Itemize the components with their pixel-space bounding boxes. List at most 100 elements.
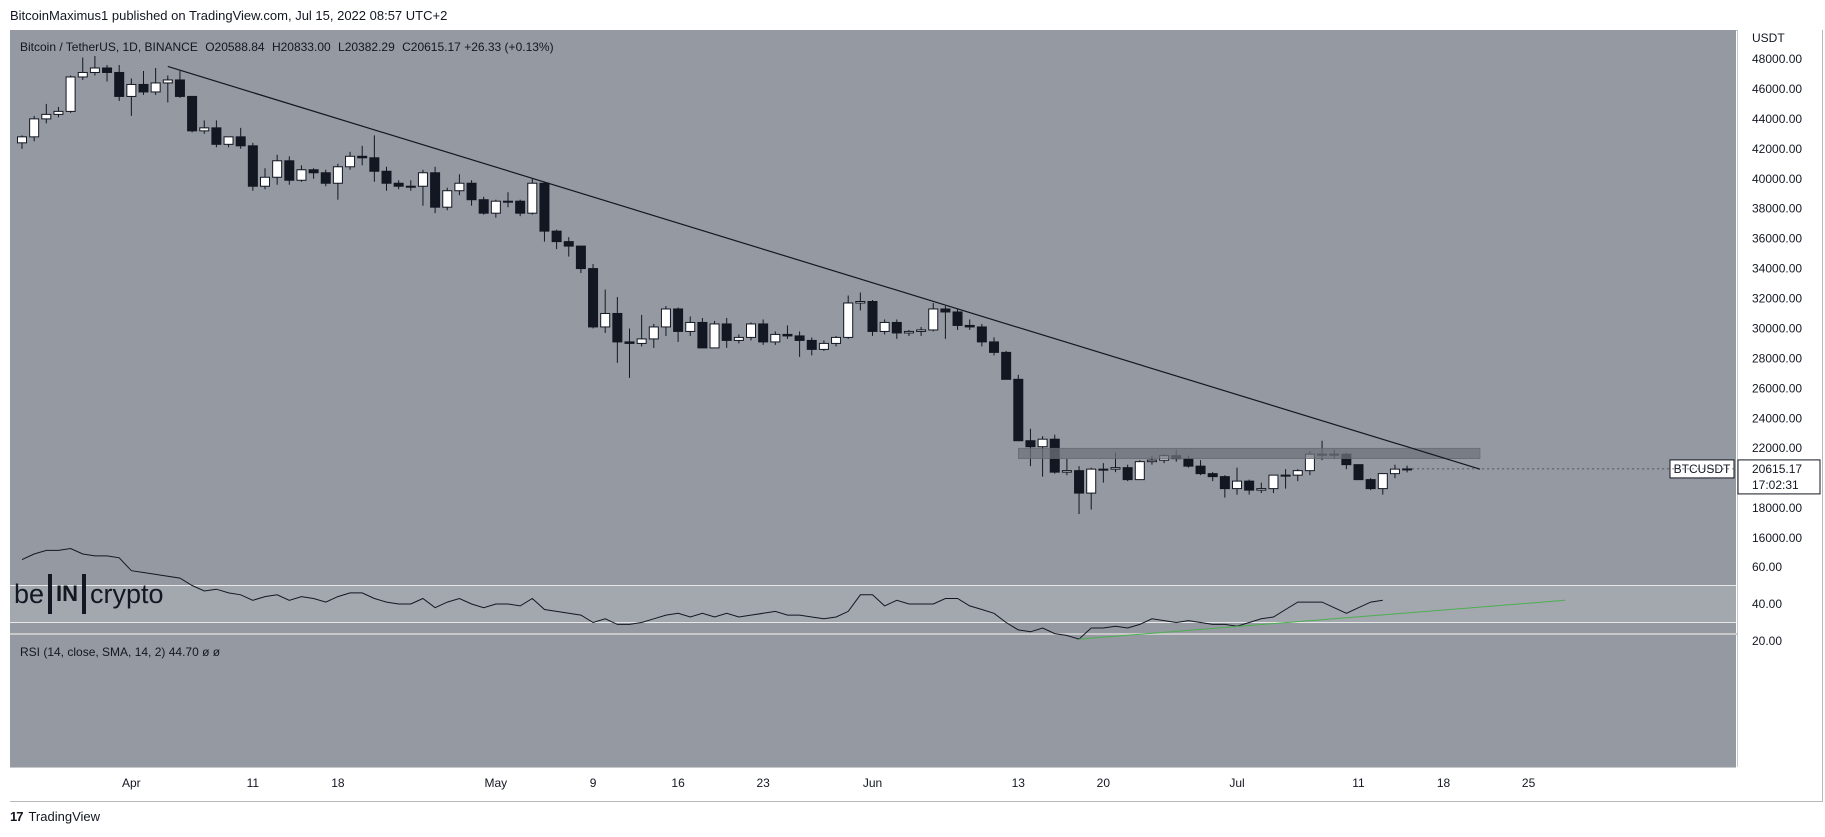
time-axis[interactable] — [10, 767, 1736, 801]
candle-body — [1110, 467, 1121, 470]
candle-body — [964, 324, 975, 328]
candle-body — [1013, 378, 1024, 442]
candle-body — [855, 300, 866, 304]
price-tick-label: 46000.00 — [1752, 82, 1802, 96]
open-label: O — [205, 40, 215, 54]
last-price-label: 20615.17 — [1752, 462, 1802, 476]
candle-body — [490, 200, 501, 214]
candle-body — [551, 230, 562, 243]
candle-body — [685, 321, 696, 332]
candle-body — [1195, 465, 1206, 475]
candle-body — [1207, 473, 1218, 478]
candle-body — [357, 155, 368, 159]
tradingview-brand: TradingView — [28, 809, 101, 824]
time-tick-label: 18 — [1437, 776, 1451, 790]
last-price-box — [1737, 459, 1821, 495]
candle-body — [867, 300, 878, 332]
candle-body — [940, 308, 951, 313]
price-tick-label: 16000.00 — [1752, 531, 1802, 545]
candle-body — [235, 136, 246, 147]
candle-body — [1086, 468, 1097, 494]
price-tick-label: 48000.00 — [1752, 52, 1802, 66]
price-axis[interactable] — [1737, 30, 1822, 767]
candle-body — [65, 76, 76, 112]
tradingview-footer[interactable]: 17 TradingView — [10, 809, 100, 824]
candle-body — [575, 245, 586, 270]
price-tick-label: 44000.00 — [1752, 112, 1802, 126]
candle-body — [162, 79, 173, 84]
rsi-value: 44.70 — [168, 645, 199, 659]
candle-body — [211, 127, 222, 145]
candle-body — [199, 127, 210, 132]
candle-body — [831, 336, 842, 344]
logo-text-be: be — [14, 578, 45, 609]
candle-body — [1256, 488, 1267, 491]
candle-body — [247, 145, 258, 187]
candle-body — [308, 169, 319, 174]
candle-body — [17, 136, 27, 144]
symbol-legend[interactable]: Bitcoin / TetherUS, 1D, BINANCE O20588.8… — [20, 40, 554, 54]
time-tick-label: May — [485, 776, 508, 790]
rsi-tick-label: 40.00 — [1752, 597, 1782, 611]
candle-body — [53, 110, 64, 115]
time-tick-label: Jul — [1229, 776, 1244, 790]
candle-body — [806, 339, 817, 350]
candle-body — [928, 308, 939, 331]
candle-body — [612, 312, 623, 343]
rsi-tick-label: 60.00 — [1752, 560, 1782, 574]
rsi-legend[interactable]: RSI (14, close, SMA, 14, 2) 44.70 ø ø — [20, 645, 220, 659]
time-tick-label: 16 — [671, 776, 685, 790]
rsi-pane[interactable] — [10, 635, 1736, 767]
candle-body — [673, 308, 684, 332]
candle-body — [296, 169, 307, 181]
candle-body — [818, 342, 829, 350]
candle-body — [77, 71, 88, 78]
candle-body — [976, 326, 987, 343]
rsi-support-line — [1079, 599, 1566, 640]
candle-body — [405, 185, 416, 188]
price-tick-label: 38000.00 — [1752, 202, 1802, 216]
candle-body — [709, 323, 720, 349]
logo-text-crypto: crypto — [90, 578, 164, 609]
candle-body — [114, 71, 125, 97]
pane-separator[interactable] — [10, 633, 1821, 635]
tradingview-logo-icon: 17 — [10, 809, 24, 824]
candle-body — [187, 95, 198, 132]
candle-body — [770, 333, 781, 343]
close-label: C — [402, 40, 411, 54]
price-tick-label: 40000.00 — [1752, 172, 1802, 186]
close-value: 20615.17 — [410, 40, 461, 54]
candle-body — [758, 323, 769, 343]
candle-body — [260, 176, 270, 187]
candle-body — [903, 330, 914, 334]
price-tick-label: 22000.00 — [1752, 441, 1802, 455]
candle-body — [624, 341, 635, 344]
candle-body — [284, 160, 295, 181]
candle-body — [1219, 476, 1230, 490]
candle-body — [223, 136, 234, 145]
candle-body — [332, 166, 343, 184]
axis-layer: 16000.0018000.0020000.0022000.0024000.00… — [122, 31, 1821, 790]
candle-body — [174, 79, 185, 97]
time-tick-label: 11 — [247, 776, 260, 790]
candle-body — [843, 302, 854, 338]
candle-body — [1025, 440, 1036, 448]
candle-body — [1377, 473, 1388, 490]
time-tick-label: Apr — [122, 776, 141, 790]
rsi-layer — [10, 547, 1736, 640]
candle-body — [430, 172, 441, 208]
price-tick-label: 24000.00 — [1752, 411, 1802, 425]
resistance-zone — [1018, 447, 1481, 459]
time-tick-label: Jun — [863, 776, 882, 790]
candle-body — [1389, 468, 1400, 475]
candle-layer — [17, 56, 1413, 515]
rsi-tick-label: 20.00 — [1752, 634, 1782, 648]
candle-body — [1098, 468, 1109, 471]
rsi-line — [21, 547, 1383, 640]
candle-body — [1268, 474, 1279, 490]
candle-body — [1232, 480, 1242, 490]
price-tick-label: 32000.00 — [1752, 292, 1802, 306]
candle-body — [272, 160, 283, 178]
candle-body — [648, 326, 659, 340]
candle-body — [150, 82, 161, 93]
